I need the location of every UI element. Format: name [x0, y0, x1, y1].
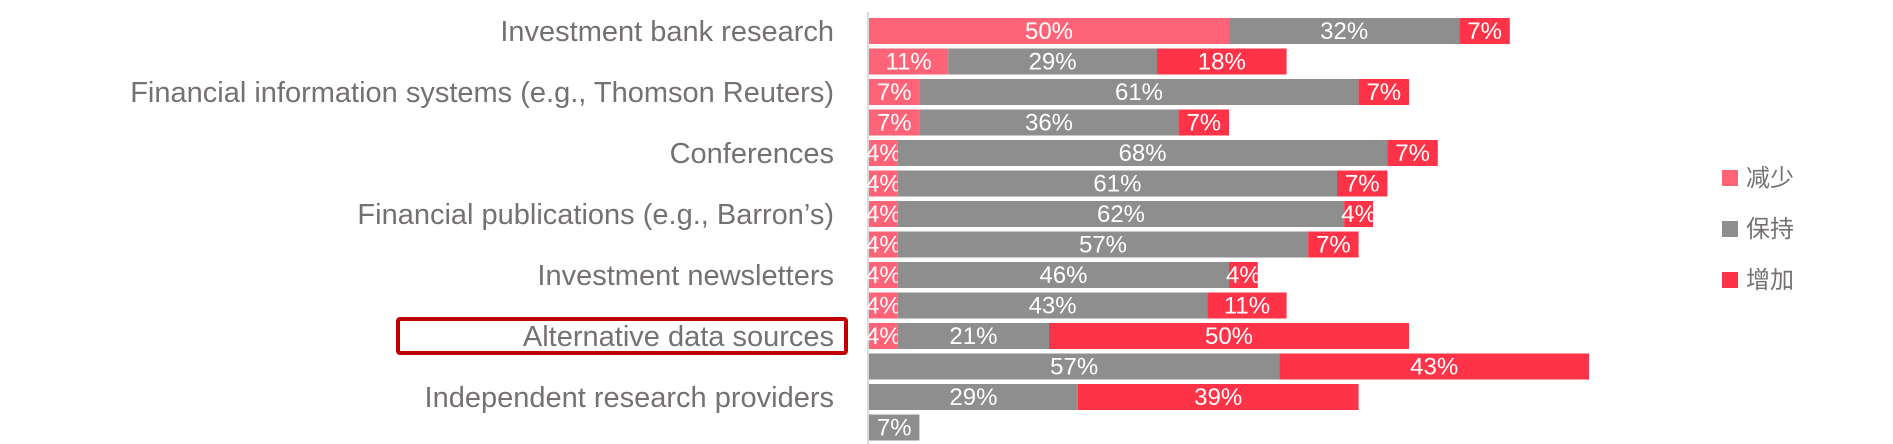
- bar-segment: [869, 323, 898, 349]
- category-label: Alternative data sources: [523, 321, 834, 353]
- bar-value-label: 21%: [949, 323, 997, 350]
- bar-value-label: 4%: [866, 171, 901, 198]
- bar-value-label: 29%: [1029, 49, 1077, 76]
- category-label: Investment newsletters: [537, 260, 834, 292]
- bar-segment: [869, 140, 898, 166]
- bar-value-label: 7%: [877, 415, 912, 442]
- bar-segment: [1178, 109, 1229, 136]
- bar-value-label: 50%: [1025, 18, 1073, 45]
- category-label: Conferences: [670, 138, 834, 170]
- bar-segment: [1344, 201, 1373, 227]
- bar-value-label: 43%: [1410, 354, 1458, 381]
- bars-group: 50% 32% 7% 11% 29% 18% 7% 61% 7% 7% 36% 7% 4% 68% 7% 4%…: [866, 12, 1589, 444]
- bar-value-label: 11%: [1224, 293, 1270, 320]
- bar-value-label: 7%: [877, 79, 912, 106]
- bar-segment: [919, 109, 1179, 136]
- bar-segment: [1387, 140, 1438, 166]
- bar-value-label: 7%: [877, 110, 912, 137]
- bar-segment: [1279, 353, 1589, 380]
- bar-segment: [897, 323, 1049, 349]
- bar-segment: [1049, 323, 1409, 349]
- bar-segment: [897, 170, 1337, 197]
- highlight-box: [396, 317, 848, 355]
- bar-segment: [869, 292, 898, 319]
- bar-segment: [1077, 384, 1359, 410]
- bar-segment: [869, 201, 898, 227]
- legend-label: 保持: [1746, 216, 1794, 243]
- bar-value-label: 4%: [1226, 262, 1261, 289]
- bar-segment: [1157, 48, 1287, 75]
- bar-value-label: 68%: [1119, 140, 1167, 167]
- bar-segment: [869, 79, 920, 105]
- bar-segment: [869, 262, 898, 288]
- bar-value-label: 61%: [1093, 171, 1141, 198]
- legend-swatch: [1722, 272, 1738, 288]
- bar-segment: [897, 140, 1388, 166]
- category-labels-group: Investment bank research Financial inform…: [130, 16, 848, 414]
- legend-label: 增加: [1746, 267, 1794, 294]
- bar-value-label: 4%: [866, 140, 901, 167]
- bar-segment: [897, 201, 1345, 227]
- bar-value-label: 32%: [1320, 18, 1368, 45]
- bar-value-label: 11%: [885, 49, 931, 76]
- bar-segment: [869, 48, 949, 75]
- bar-value-label: 50%: [1205, 323, 1253, 350]
- bar-segment: [869, 384, 1078, 410]
- bar-value-label: 4%: [866, 323, 901, 350]
- bar-value-label: 36%: [1025, 110, 1073, 137]
- bar-segment: [919, 79, 1359, 105]
- bar-segment: [1358, 79, 1409, 105]
- bar-value-label: 7%: [1467, 18, 1502, 45]
- bar-segment: [869, 18, 1229, 44]
- legend-swatch: [1722, 170, 1738, 186]
- bar-value-label: 7%: [1345, 171, 1380, 198]
- bar-segment: [1337, 170, 1388, 197]
- bar-segment: [948, 48, 1157, 75]
- bar-segment: [897, 231, 1309, 258]
- category-label: Financial information systems (e.g., Tho…: [130, 77, 834, 109]
- bar-segment: [1308, 231, 1359, 258]
- legend-swatch: [1722, 221, 1738, 237]
- bar-value-label: 46%: [1039, 262, 1087, 289]
- legend-label: 减少: [1746, 165, 1794, 192]
- bar-value-label: 39%: [1194, 384, 1242, 411]
- bar-value-label: 43%: [1029, 293, 1077, 320]
- bar-value-label: 4%: [866, 201, 901, 228]
- bar-segment: [869, 231, 898, 258]
- category-label: Financial publications (e.g., Barron’s): [357, 199, 834, 231]
- bar-segment: [897, 292, 1208, 319]
- bar-segment: [869, 170, 898, 197]
- bar-value-label: 61%: [1115, 79, 1163, 106]
- bar-segment: [1459, 18, 1510, 44]
- bar-value-label: 62%: [1097, 201, 1145, 228]
- category-label: Independent research providers: [425, 382, 834, 414]
- bar-value-label: 57%: [1050, 354, 1098, 381]
- bar-value-label: 4%: [866, 293, 901, 320]
- bar-value-label: 7%: [1366, 79, 1401, 106]
- bar-value-label: 4%: [866, 232, 901, 259]
- bar-segment: [1207, 292, 1287, 319]
- category-label: Investment bank research: [500, 16, 834, 48]
- bar-value-label: 7%: [1395, 140, 1430, 167]
- bar-segment: [897, 262, 1229, 288]
- bar-value-label: 7%: [1316, 232, 1351, 259]
- bar-value-label: 4%: [866, 262, 901, 289]
- bar-value-label: 57%: [1079, 232, 1127, 259]
- bar-value-label: 4%: [1341, 201, 1376, 228]
- bar-value-label: 29%: [949, 384, 997, 411]
- bar-value-label: 7%: [1186, 110, 1221, 137]
- bar-segment: [869, 414, 920, 441]
- bar-segment: [869, 109, 920, 136]
- bar-segment: [1229, 18, 1460, 44]
- bar-value-label: 18%: [1198, 49, 1246, 76]
- bar-segment: [1229, 262, 1258, 288]
- bar-segment: [869, 353, 1280, 380]
